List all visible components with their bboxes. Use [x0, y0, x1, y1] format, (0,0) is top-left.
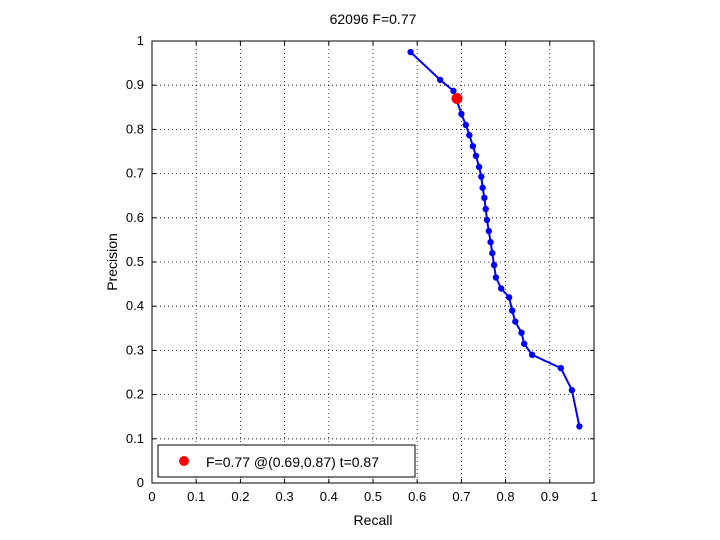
data-point: [520, 340, 528, 347]
data-point: [568, 386, 576, 394]
x-tick-label: 0.4: [320, 489, 338, 504]
x-tick-label: 0.3: [276, 489, 294, 504]
best-f-point: [451, 92, 463, 104]
y-tick-label: 0.1: [126, 431, 144, 446]
data-point: [478, 173, 485, 180]
data-point: [483, 216, 491, 224]
y-tick-label: 0.5: [126, 254, 144, 269]
y-axis-label: Precision: [104, 233, 120, 291]
y-tick-label: 0.6: [126, 210, 144, 225]
x-tick-label: 0.2: [231, 489, 249, 504]
y-tick-label: 0.9: [126, 77, 144, 92]
data-point: [518, 329, 525, 336]
data-point: [509, 307, 516, 314]
data-point: [466, 131, 473, 139]
data-point: [505, 294, 513, 301]
x-tick-label: 0.6: [408, 489, 426, 504]
x-tick-label: 1: [590, 489, 597, 504]
y-tick-label: 1: [137, 33, 144, 48]
series-layer: [407, 48, 583, 430]
x-tick-label: 0.1: [187, 489, 205, 504]
data-point: [490, 261, 498, 269]
data-point: [492, 274, 500, 281]
data-point: [436, 76, 444, 84]
x-tick-label: 0.7: [452, 489, 470, 504]
y-tick-label: 0: [137, 475, 144, 490]
data-point: [489, 249, 496, 257]
legend-text: F=0.77 @(0.69,0.87) t=0.87: [206, 454, 379, 470]
x-axis-label: Recall: [354, 512, 393, 528]
data-point: [497, 285, 505, 292]
data-point: [472, 152, 480, 160]
data-point: [407, 48, 414, 56]
legend-marker: [179, 456, 189, 466]
data-point: [482, 205, 489, 213]
y-tick-label: 0.8: [126, 121, 144, 136]
data-point: [557, 364, 565, 372]
x-tick-label: 0.9: [541, 489, 559, 504]
data-point: [462, 121, 470, 129]
x-tick-label: 0.5: [364, 489, 382, 504]
legend: F=0.77 @(0.69,0.87) t=0.87: [157, 444, 416, 478]
data-point: [475, 163, 483, 171]
y-tick-label: 0.7: [126, 166, 144, 181]
data-point: [512, 318, 519, 325]
data-point: [485, 227, 493, 235]
x-tick-labels: 0 0.1 0.2 0.3 0.4 0.5 0.6 0.7 0.8 0.9 1: [148, 489, 597, 504]
data-point: [487, 238, 494, 246]
y-tick-labels: 0 0.1 0.2 0.3 0.4 0.5 0.6 0.7 0.8 0.9 1: [126, 33, 144, 490]
data-point: [481, 194, 488, 202]
y-tick-label: 0.2: [126, 387, 144, 402]
grid-lines: [152, 41, 594, 483]
y-tick-label: 0.3: [126, 342, 144, 357]
data-point: [576, 423, 583, 430]
data-point: [528, 351, 536, 359]
y-tick-label: 0.4: [126, 298, 144, 313]
plot-frame: [151, 40, 595, 484]
data-point: [469, 142, 477, 150]
legend-box: [157, 444, 416, 478]
data-point: [479, 184, 486, 191]
chart-title: 62096 F=0.77: [330, 11, 417, 27]
data-point: [458, 110, 465, 118]
x-tick-label: 0.8: [497, 489, 515, 504]
data-point: [450, 87, 457, 95]
x-tick-label: 0: [148, 489, 155, 504]
